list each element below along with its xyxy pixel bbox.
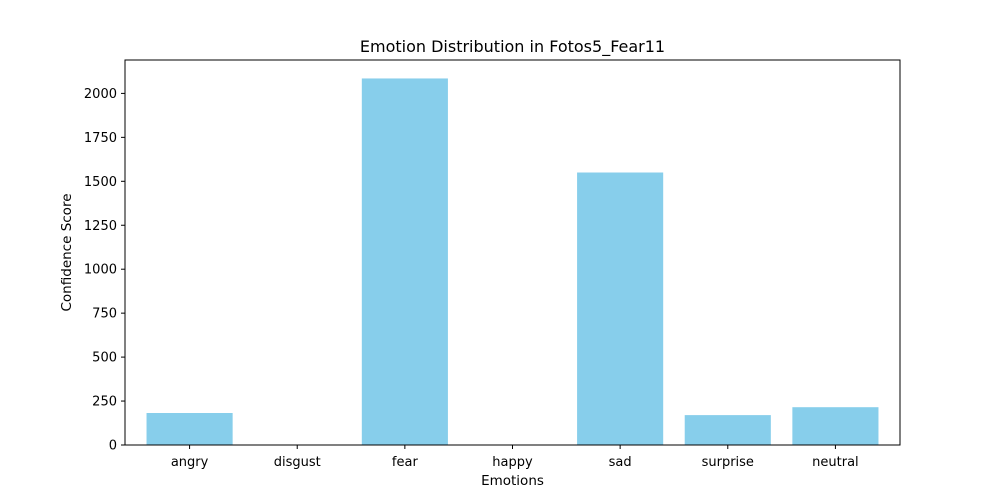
- plot-frame: [124, 59, 901, 446]
- y-tick-label: 0: [109, 439, 117, 454]
- x-tick-label: sad: [609, 455, 632, 470]
- x-tick-label: happy: [492, 455, 533, 470]
- bar-surprise: [684, 415, 771, 445]
- y-tick-label: 1750: [84, 131, 117, 146]
- chart-title: Emotion Distribution in Fotos5_Fear11: [360, 37, 665, 57]
- y-tick-label: 750: [92, 307, 117, 322]
- y-axis-title: Confidence Score: [59, 193, 75, 311]
- bar-sad: [577, 172, 664, 445]
- y-tick-label: 1000: [84, 263, 117, 278]
- y-tick-label: 1250: [84, 219, 117, 234]
- x-axis-ticks: angry disgust fear happy sad surprise neutral: [171, 445, 859, 470]
- y-tick-label: 250: [92, 395, 117, 410]
- y-tick-label: 500: [92, 351, 117, 366]
- x-tick-label: angry: [171, 455, 209, 470]
- bar-neutral: [792, 407, 879, 445]
- x-tick-label: surprise: [702, 455, 754, 470]
- y-tick-label: 2000: [84, 87, 117, 102]
- y-tick-label: 1500: [84, 175, 117, 190]
- x-tick-label: fear: [392, 455, 419, 470]
- bars-group: [146, 78, 879, 446]
- bar-angry: [146, 413, 233, 445]
- bar-fear: [361, 78, 448, 446]
- x-axis-title: Emotions: [481, 473, 544, 489]
- x-tick-label: neutral: [812, 455, 859, 470]
- y-axis-ticks: 0 250 500 750 1000 1250 1500 1750 2000: [84, 87, 125, 454]
- x-tick-label: disgust: [274, 455, 321, 470]
